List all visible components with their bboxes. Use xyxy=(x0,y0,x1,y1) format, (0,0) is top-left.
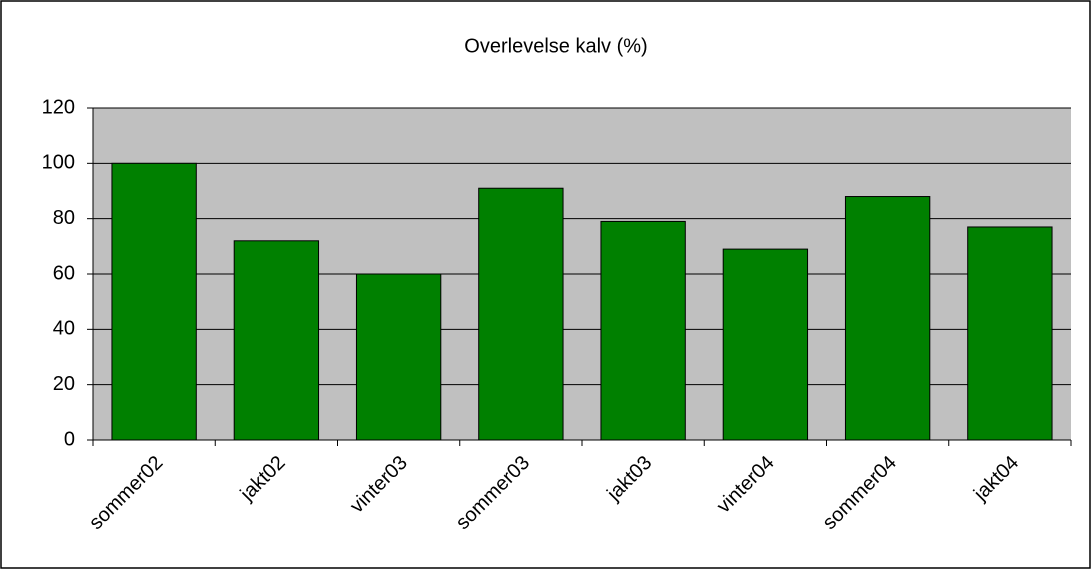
bar xyxy=(600,220,686,441)
y-tick-label: 0 xyxy=(64,428,75,450)
bar xyxy=(355,273,442,441)
y-tick-label: 100 xyxy=(42,152,75,174)
y-tick-label: 80 xyxy=(53,207,75,229)
bar xyxy=(233,240,320,441)
bar xyxy=(967,226,1053,441)
y-tick-label: 40 xyxy=(53,318,75,340)
y-tick-label: 60 xyxy=(53,262,75,284)
bar xyxy=(478,187,564,441)
chart-title: Overlevelse kalv (%) xyxy=(464,35,647,57)
y-tick-label: 120 xyxy=(42,96,75,118)
bar xyxy=(722,248,809,441)
y-tick-label: 20 xyxy=(53,373,75,395)
bar xyxy=(111,162,197,441)
bar xyxy=(844,196,931,441)
